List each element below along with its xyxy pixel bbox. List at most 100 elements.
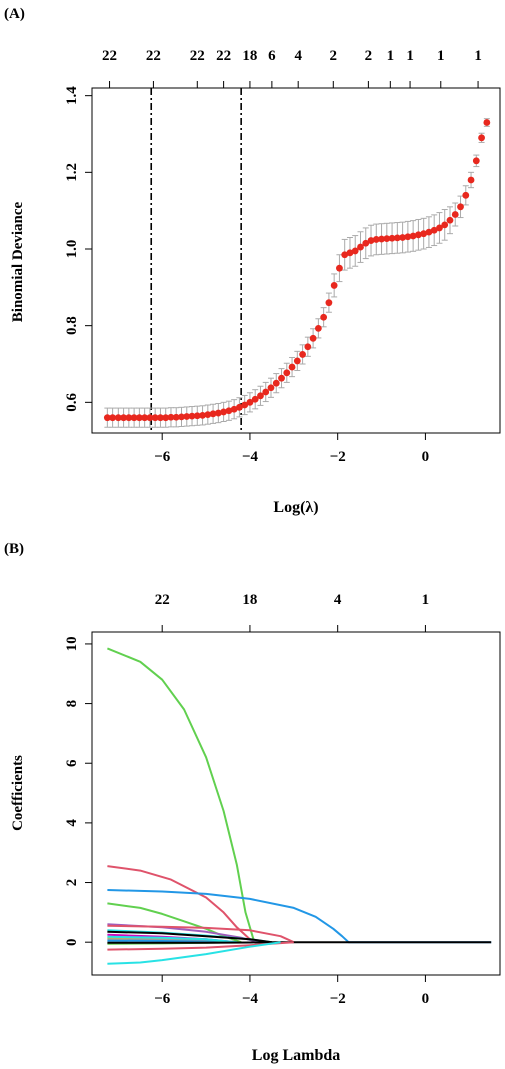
panel-a-axes: −6 −4 −2 0 0.6 0.8 1.0 1.2 1.4 [64, 86, 501, 465]
x-tick-label: −4 [242, 449, 259, 465]
plot-frame [91, 631, 501, 976]
data-point [135, 414, 143, 422]
data-point [230, 405, 238, 413]
top-tick-label: 1 [422, 592, 430, 608]
data-point [141, 414, 149, 422]
top-tick-label: 18 [242, 592, 257, 608]
data-point [388, 234, 396, 242]
x-tick-label: −6 [154, 991, 171, 1007]
data-point [214, 409, 222, 417]
top-tick-label: 22 [146, 48, 161, 64]
coefficient-path [107, 930, 273, 944]
data-point [399, 234, 407, 241]
data-point [183, 413, 191, 420]
data-point [209, 410, 217, 418]
data-point [103, 414, 111, 422]
data-point [457, 203, 464, 211]
data-point [288, 363, 296, 371]
top-tick-label: 1 [406, 48, 414, 64]
data-point [314, 324, 322, 332]
x-tick-label: −2 [330, 991, 346, 1007]
panel-a-top-axis: 22 22 22 22 18 6 4 2 2 1 1 1 1 [102, 48, 482, 88]
top-tick-label: 1 [437, 48, 445, 64]
series-group [103, 88, 491, 433]
y-tick-label: 1.4 [64, 86, 80, 105]
plot-frame [91, 87, 501, 434]
data-point [415, 231, 422, 239]
top-tick-label: 22 [216, 48, 231, 64]
data-point [188, 412, 196, 420]
data-point [204, 411, 212, 418]
panel-a-plot [103, 88, 491, 433]
data-point [441, 221, 449, 229]
data-point [383, 235, 391, 243]
data-point [236, 403, 243, 411]
panel-b-axes: −6 −4 −2 0 0 2 4 6 8 10 [64, 631, 501, 1007]
data-point [193, 412, 201, 420]
top-tick-label: 4 [294, 48, 302, 64]
data-point [472, 157, 480, 165]
panel-b: (B) 22 18 4 1 −6 −4 −2 0 0 2 4 6 8 10 Log Lambda Coe… [4, 541, 501, 1064]
data-point [199, 411, 206, 419]
data-point [362, 239, 370, 247]
data-point [467, 176, 475, 184]
data-point [351, 247, 359, 255]
data-point [251, 395, 259, 403]
data-point [367, 237, 375, 244]
y-tick-label: 0.8 [64, 316, 80, 335]
top-tick-label: 22 [155, 592, 170, 608]
y-tick-label: 0 [64, 938, 80, 946]
panel-a-label: (A) [4, 6, 25, 22]
data-point [109, 414, 117, 422]
y-tick-label: 2 [64, 879, 80, 887]
data-point [241, 401, 249, 409]
data-point [272, 379, 280, 387]
data-point [393, 234, 401, 242]
data-point [220, 408, 228, 416]
coefficient-path [107, 647, 256, 943]
top-tick-label: 1 [474, 48, 482, 64]
data-point [451, 211, 459, 218]
data-point [267, 384, 275, 392]
top-tick-label: 22 [190, 48, 205, 64]
top-tick-label: 18 [242, 48, 257, 64]
data-point [146, 414, 154, 422]
data-point [178, 413, 185, 421]
top-tick-label: 4 [334, 592, 342, 608]
y-tick-label: 0.6 [64, 392, 80, 411]
data-point [157, 414, 164, 422]
data-point [341, 251, 349, 259]
data-point [446, 216, 454, 224]
data-point [483, 119, 491, 126]
data-point [330, 282, 338, 289]
y-tick-label: 1.0 [64, 240, 80, 259]
panel-a: (A) 22 22 22 22 18 6 4 2 2 1 1 1 1 −6 −4 −2 00.60.81.01… [4, 6, 501, 516]
y-tick-label: 4 [64, 819, 80, 827]
panel-b-plot [107, 647, 492, 965]
coefficient-path [107, 941, 281, 965]
coefficient-path [107, 865, 260, 944]
data-point [151, 414, 159, 422]
data-point [346, 249, 354, 257]
data-point [257, 392, 264, 400]
panel-a-y-axis-title: Binomial Deviance [10, 201, 26, 322]
data-point [425, 228, 433, 236]
top-tick-label: 2 [365, 48, 373, 64]
data-point [320, 313, 328, 321]
data-point [162, 414, 170, 422]
top-tick-label: 22 [102, 48, 117, 64]
coefficient-path [107, 889, 492, 944]
panel-a-x-axis-title: Log(λ) [273, 499, 318, 516]
coefficient-path [107, 941, 492, 944]
data-point [246, 398, 254, 406]
data-point [325, 299, 333, 307]
data-point [278, 374, 285, 382]
x-tick-label: −4 [242, 991, 259, 1007]
panel-b-top-axis: 22 18 4 1 [155, 592, 429, 632]
data-point [167, 413, 175, 421]
data-point [299, 351, 306, 358]
y-tick-label: 8 [64, 700, 80, 708]
data-point [462, 191, 470, 199]
data-point [357, 243, 364, 251]
